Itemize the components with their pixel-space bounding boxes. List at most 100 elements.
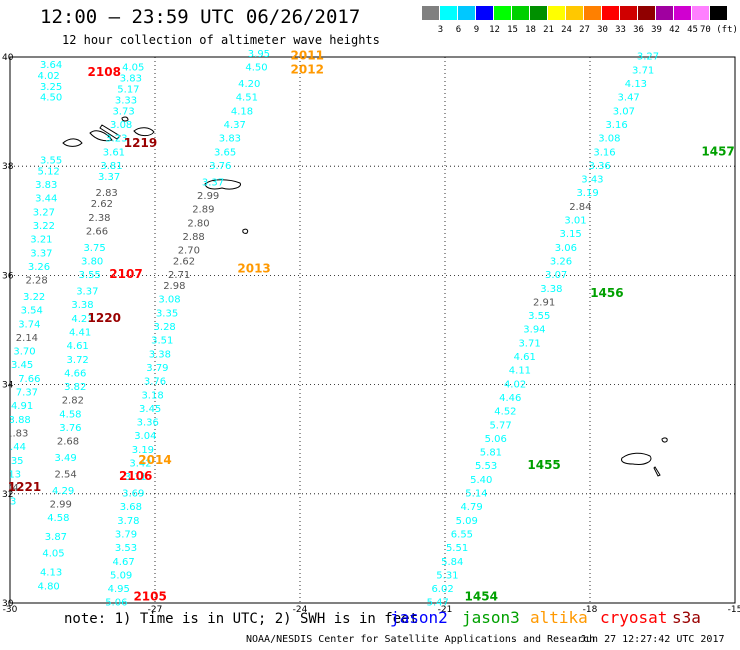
wave-height-value: 3.38 [149, 349, 171, 360]
wave-height-value: 3.45 [139, 404, 161, 415]
scale-label: 27 [579, 25, 590, 35]
wave-height-value: 3.27 [33, 207, 55, 218]
x-tick-label: -15 [728, 605, 740, 615]
wave-height-value: 3.42 [129, 459, 151, 470]
wave-height-value: 3.76 [144, 377, 166, 388]
wave-height-value: 3.37 [76, 287, 98, 298]
wave-height-value: 3.79 [146, 363, 168, 374]
wave-height-value: 4.18 [231, 106, 253, 117]
wave-height-value: 3.23 [105, 134, 127, 145]
scale-label: 3 [437, 25, 444, 35]
scale-swatch [440, 6, 457, 20]
wave-height-value: 2.66 [86, 226, 108, 237]
wave-height-value: 6.02 [431, 584, 453, 595]
wave-height-value: 5.51 [446, 543, 468, 554]
wave-height-value: 3.55 [40, 155, 62, 166]
wave-height-value: 3.88 [9, 415, 31, 426]
wave-height-value: 3.35 [1, 456, 23, 467]
wave-height-value: 4.05 [42, 549, 64, 560]
wave-height-value: 4.61 [514, 352, 536, 363]
pass-time-label: 1454 [465, 589, 498, 603]
wave-height-value: 4.11 [509, 366, 531, 377]
wave-height-value: 3.22 [33, 221, 55, 232]
wave-height-value: 3.69 [122, 489, 144, 500]
satellite-legend-cryosat: cryosat [600, 608, 668, 627]
wave-height-value: 3.76 [59, 423, 81, 434]
wave-height-value: 3.49 [54, 453, 76, 464]
units-note: note: 1) Time is in UTC; 2) SWH is in fe… [64, 611, 419, 627]
wave-height-value: 5.14 [465, 489, 487, 500]
island-graciosa [121, 116, 129, 122]
wave-height-value: 4.51 [236, 93, 258, 104]
scale-label: 45 [687, 25, 698, 35]
wave-height-value: 3.55 [528, 311, 550, 322]
wave-height-value: 4.23 [71, 314, 93, 325]
wave-height-value: 3.37 [202, 177, 224, 188]
wave-height-value: 3.22 [23, 292, 45, 303]
wave-height-value: 3.76 [209, 161, 231, 172]
island-santa-maria [242, 228, 249, 234]
y-tick-label: 30 [2, 599, 14, 609]
wave-height-value: 2.99 [197, 191, 219, 202]
scale-label: 24 [561, 25, 572, 35]
wave-height-value: 3.07 [613, 106, 635, 117]
scale-label: 42 [669, 25, 680, 35]
wave-height-value: 2.28 [25, 276, 47, 287]
wave-height-value: 3.27 [637, 52, 659, 63]
wave-height-value: 3.04 [134, 431, 156, 442]
wave-height-value: 3.78 [117, 516, 139, 527]
wave-height-value: 1.83 [6, 428, 28, 439]
wave-height-value: 4.50 [40, 93, 62, 104]
wave-height-value: 3.44 [644, 38, 666, 49]
wave-height-value: 2.62 [91, 199, 113, 210]
wave-height-value: 4.46 [499, 393, 521, 404]
wave-height-value: 5.09 [456, 516, 478, 527]
wave-height-value: 3.45 [11, 360, 33, 371]
wave-height-value: 2.71 [168, 270, 190, 281]
pass-time-label: 2105 [133, 589, 166, 603]
scale-swatch [458, 6, 475, 20]
wave-height-value: 2.70 [178, 246, 200, 257]
x-tick-label: -21 [438, 605, 453, 615]
wave-height-value: 4.50 [245, 63, 267, 74]
pass-time-label: 1457 [701, 144, 734, 158]
scale-label: 30 [597, 25, 608, 35]
wave-height-value: 3.82 [64, 382, 86, 393]
wave-height-value: 4.13 [0, 469, 21, 480]
wave-height-value: 3.68 [120, 502, 142, 513]
wave-height-value: 5.09 [110, 570, 132, 581]
wave-height-value: 3.07 [545, 270, 567, 281]
scale-label: 18 [525, 25, 536, 35]
wave-height-value: 4.91 [11, 401, 33, 412]
wave-height-value: 3.36 [589, 161, 611, 172]
wave-height-value: 4.95 [108, 584, 130, 595]
pass-time-label: 1220 [88, 311, 121, 325]
chart-title: 12:00 – 23:59 UTC 06/26/2017 [40, 6, 361, 28]
wave-height-value: 2.88 [183, 232, 205, 243]
island-sao-miguel [204, 179, 241, 190]
y-tick-label: 34 [2, 381, 14, 391]
wave-height-value: 6.55 [451, 529, 473, 540]
scale-swatch [476, 6, 493, 20]
satellite-legend-jason3: jason3 [462, 608, 520, 627]
wave-height-value: 3.19 [576, 188, 598, 199]
wave-height-value: 4.20 [238, 79, 260, 90]
wave-height-value: 3.36 [137, 418, 159, 429]
wave-height-value: 2.82 [62, 396, 84, 407]
island-terceira [133, 127, 155, 137]
wave-height-value: 4.58 [59, 409, 81, 420]
wave-height-value: 4.66 [64, 368, 86, 379]
wave-height-value: 3.18 [141, 390, 163, 401]
wave-height-value: 5.17 [117, 84, 139, 95]
wave-height-value: 3.79 [115, 529, 137, 540]
pass-time-label: 2108 [88, 65, 121, 79]
wave-height-value: 3.70 [13, 347, 35, 358]
scale-label: 39 [651, 25, 662, 35]
wave-height-value: 5.53 [475, 461, 497, 472]
wave-height-value: 3.83 [219, 134, 241, 145]
wave-height-value: 3.16 [605, 120, 627, 131]
pass-time-label: 2107 [109, 267, 142, 281]
wave-height-value: 4.02 [504, 379, 526, 390]
wave-height-value: 2.38 [88, 213, 110, 224]
wave-height-value: 4.43 [0, 497, 16, 508]
